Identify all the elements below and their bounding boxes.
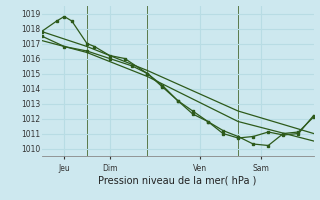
X-axis label: Pression niveau de la mer( hPa ): Pression niveau de la mer( hPa ) <box>99 175 257 185</box>
